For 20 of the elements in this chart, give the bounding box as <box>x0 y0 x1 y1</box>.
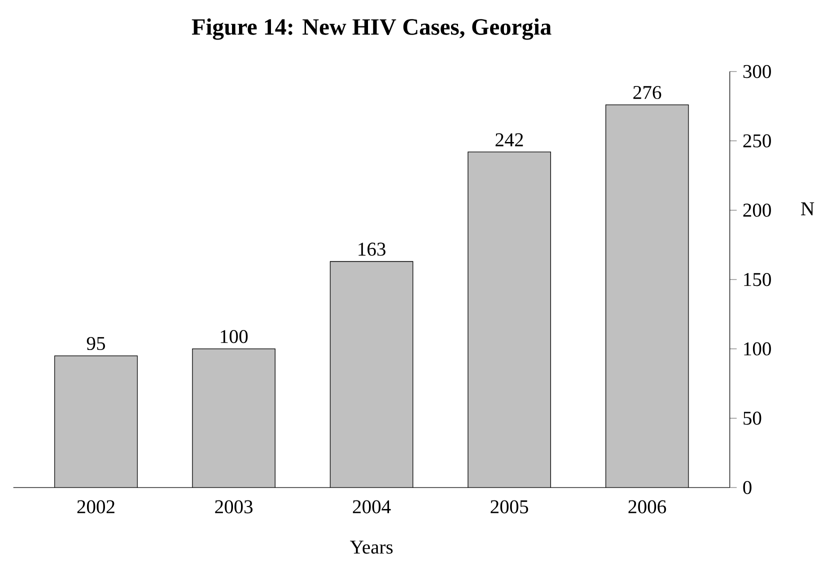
y-tick-label: 150 <box>744 272 771 286</box>
x-tick-label: 2006 <box>628 500 666 514</box>
data-label: 95 <box>86 336 105 350</box>
chart-title: Figure 14: New HIV Cases, Georgia <box>192 18 552 40</box>
x-tick-label: 2002 <box>77 500 114 514</box>
y-tick-label: 200 <box>743 204 771 217</box>
x-axis-title: Years <box>350 540 393 554</box>
data-label: 242 <box>496 133 523 146</box>
y-axis-title: N <box>801 202 814 216</box>
data-label: 163 <box>358 242 386 256</box>
data-label: 100 <box>220 330 248 344</box>
data-label: 276 <box>633 86 662 99</box>
y-tick-label: 300 <box>743 64 771 78</box>
x-tick-label: 2004 <box>352 500 391 514</box>
x-tick-label: 2005 <box>490 500 528 514</box>
y-tick-label: 0 <box>743 480 752 494</box>
y-tick-label: 50 <box>744 412 762 425</box>
y-tick-label: 100 <box>744 342 771 356</box>
x-tick-label: 2003 <box>215 500 253 514</box>
y-tick-label: 250 <box>743 134 771 148</box>
